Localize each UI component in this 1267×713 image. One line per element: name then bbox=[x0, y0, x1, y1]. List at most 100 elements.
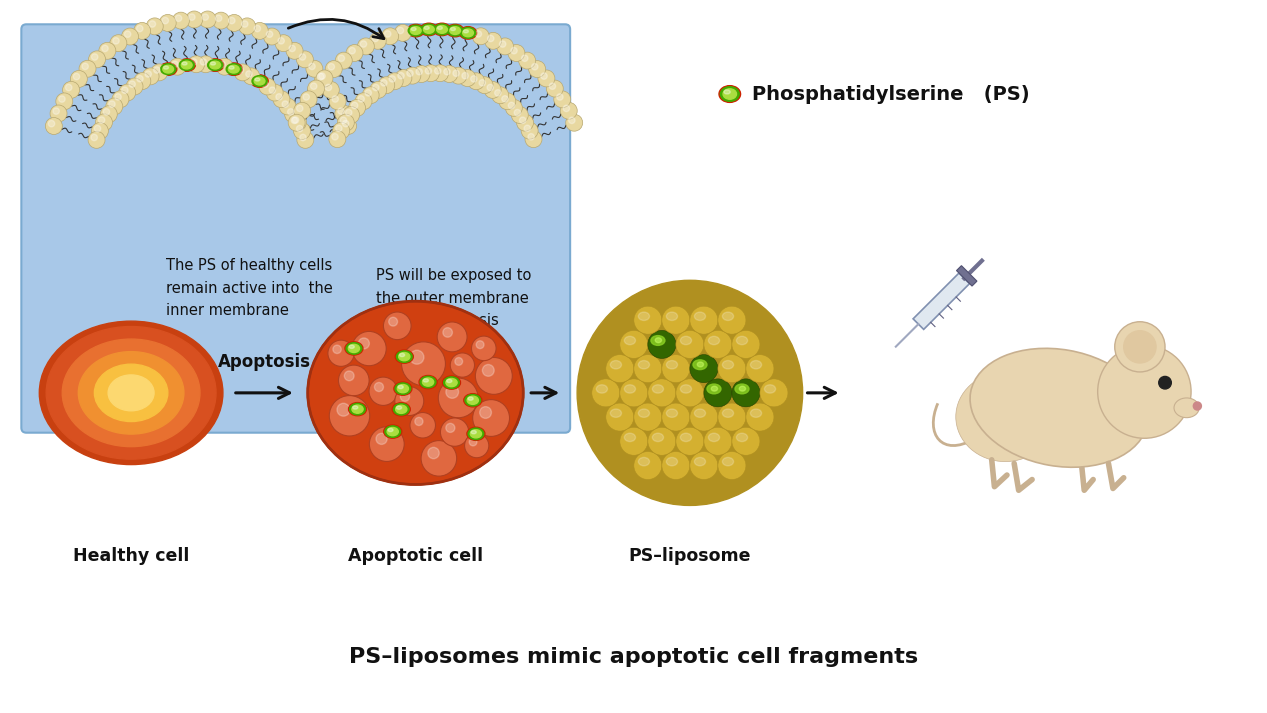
Ellipse shape bbox=[468, 396, 479, 404]
Ellipse shape bbox=[424, 26, 430, 29]
Ellipse shape bbox=[395, 383, 411, 394]
Circle shape bbox=[378, 77, 395, 93]
Circle shape bbox=[348, 48, 355, 54]
Circle shape bbox=[294, 102, 310, 119]
Ellipse shape bbox=[971, 349, 1148, 467]
Ellipse shape bbox=[255, 77, 265, 85]
Circle shape bbox=[322, 81, 340, 98]
Ellipse shape bbox=[694, 312, 706, 320]
Circle shape bbox=[79, 61, 96, 77]
Ellipse shape bbox=[651, 336, 665, 345]
Circle shape bbox=[266, 84, 283, 101]
Ellipse shape bbox=[393, 403, 411, 416]
Circle shape bbox=[488, 35, 494, 41]
Ellipse shape bbox=[655, 338, 661, 343]
Circle shape bbox=[329, 396, 370, 436]
Circle shape bbox=[300, 91, 317, 108]
Circle shape bbox=[634, 451, 661, 480]
Ellipse shape bbox=[625, 434, 636, 441]
Circle shape bbox=[404, 67, 421, 84]
Ellipse shape bbox=[446, 24, 464, 37]
Circle shape bbox=[634, 306, 661, 334]
Circle shape bbox=[421, 441, 456, 476]
Circle shape bbox=[309, 63, 315, 70]
Ellipse shape bbox=[423, 379, 428, 382]
Ellipse shape bbox=[407, 24, 424, 37]
Circle shape bbox=[372, 84, 379, 91]
Circle shape bbox=[153, 67, 160, 73]
Circle shape bbox=[300, 134, 307, 140]
Circle shape bbox=[299, 53, 305, 60]
Circle shape bbox=[476, 341, 484, 349]
Ellipse shape bbox=[395, 350, 413, 363]
Circle shape bbox=[422, 65, 440, 82]
Circle shape bbox=[402, 342, 446, 386]
Circle shape bbox=[237, 67, 243, 73]
Ellipse shape bbox=[228, 66, 239, 73]
Circle shape bbox=[485, 32, 502, 49]
Circle shape bbox=[689, 306, 718, 334]
Ellipse shape bbox=[179, 60, 194, 71]
Ellipse shape bbox=[447, 25, 462, 36]
Circle shape bbox=[190, 58, 198, 65]
Circle shape bbox=[293, 117, 299, 123]
Circle shape bbox=[251, 22, 269, 39]
Ellipse shape bbox=[398, 384, 408, 393]
Ellipse shape bbox=[711, 386, 717, 391]
Ellipse shape bbox=[39, 321, 223, 465]
Circle shape bbox=[51, 105, 67, 122]
Circle shape bbox=[395, 386, 423, 416]
Circle shape bbox=[66, 84, 72, 91]
Ellipse shape bbox=[468, 397, 473, 400]
Circle shape bbox=[450, 67, 468, 84]
Circle shape bbox=[213, 12, 229, 29]
Circle shape bbox=[199, 11, 217, 28]
Circle shape bbox=[389, 317, 398, 326]
Ellipse shape bbox=[708, 434, 720, 441]
Circle shape bbox=[217, 58, 233, 75]
Circle shape bbox=[137, 76, 143, 82]
Circle shape bbox=[346, 44, 362, 61]
Circle shape bbox=[110, 35, 127, 51]
Circle shape bbox=[428, 447, 440, 458]
Circle shape bbox=[355, 93, 372, 110]
Circle shape bbox=[1159, 376, 1171, 389]
Circle shape bbox=[1124, 331, 1156, 363]
Circle shape bbox=[308, 80, 324, 97]
Circle shape bbox=[689, 403, 718, 431]
Ellipse shape bbox=[611, 409, 622, 417]
Circle shape bbox=[518, 52, 536, 69]
Ellipse shape bbox=[653, 385, 664, 393]
Circle shape bbox=[569, 117, 575, 123]
Ellipse shape bbox=[251, 75, 269, 87]
Circle shape bbox=[82, 63, 89, 70]
Circle shape bbox=[151, 64, 167, 81]
Ellipse shape bbox=[395, 405, 407, 414]
Circle shape bbox=[89, 51, 105, 68]
Circle shape bbox=[215, 15, 222, 21]
Circle shape bbox=[169, 58, 186, 75]
Circle shape bbox=[459, 70, 476, 86]
Circle shape bbox=[329, 93, 346, 110]
Circle shape bbox=[647, 379, 675, 407]
Circle shape bbox=[91, 53, 98, 60]
Ellipse shape bbox=[639, 312, 650, 320]
Circle shape bbox=[381, 28, 399, 45]
Circle shape bbox=[689, 451, 718, 480]
Circle shape bbox=[386, 73, 403, 90]
Circle shape bbox=[661, 306, 689, 334]
Circle shape bbox=[469, 438, 476, 446]
Circle shape bbox=[718, 403, 746, 431]
Ellipse shape bbox=[722, 458, 734, 466]
Ellipse shape bbox=[350, 345, 355, 349]
Circle shape bbox=[315, 70, 333, 87]
Circle shape bbox=[162, 17, 169, 24]
Circle shape bbox=[338, 55, 345, 61]
Ellipse shape bbox=[736, 337, 748, 344]
Circle shape bbox=[62, 81, 80, 98]
Circle shape bbox=[288, 108, 294, 115]
Ellipse shape bbox=[722, 361, 734, 369]
Circle shape bbox=[541, 73, 547, 79]
Ellipse shape bbox=[255, 78, 260, 81]
Circle shape bbox=[675, 427, 704, 456]
